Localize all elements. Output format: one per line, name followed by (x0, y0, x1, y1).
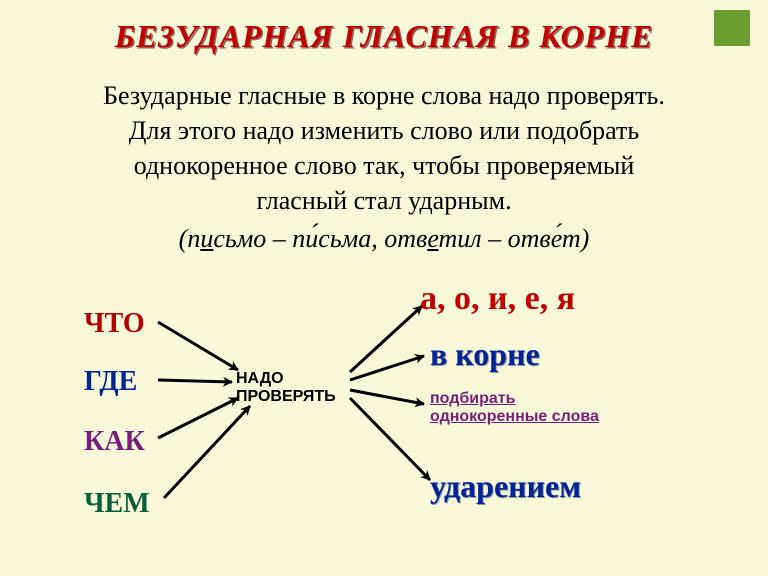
ex-mid: сьмо – пи́сьма, отв (213, 224, 427, 253)
right-label-stress: ударением (430, 468, 581, 505)
diagram: ЧТО ГДЕ КАК ЧЕМ НАДО ПРОВЕРЯТЬ а, о, и, … (0, 278, 768, 568)
left-label-how: КАК (84, 426, 145, 458)
right-label-vowels: а, о, и, е, я (420, 280, 575, 318)
rule-line-4: гласный стал ударным. (256, 186, 511, 215)
ex-suffix: тил – отве́т) (439, 224, 590, 253)
right-label-root: в корне (430, 336, 540, 373)
ex-underline-1: и (200, 224, 213, 253)
right-pick-line-1: подбирать (430, 390, 515, 407)
rule-line-2: Для этого надо изменить слово или подобр… (129, 116, 640, 145)
right-pick-line-2: однокоренные слова (430, 408, 599, 425)
left-label-where: ГДЕ (84, 366, 137, 398)
center-label: НАДО ПРОВЕРЯТЬ (236, 370, 336, 405)
ex-underline-2: е (427, 224, 438, 253)
examples-text: (письмо – пи́сьма, ответил – отве́т) (0, 224, 768, 254)
rule-line-3: однокоренное слово так, чтобы проверяемы… (134, 151, 635, 180)
right-label-pick: подбирать однокоренные слова (430, 390, 599, 426)
left-label-what: ЧТО (84, 308, 145, 340)
center-line-1: НАДО (236, 370, 284, 387)
rule-text: Безударные гласные в корне слова надо пр… (24, 78, 744, 218)
ex-prefix: (п (179, 224, 201, 253)
left-label-bywhat: ЧЕМ (84, 488, 150, 520)
rule-line-1: Безударные гласные в корне слова надо пр… (103, 81, 665, 110)
center-line-2: ПРОВЕРЯТЬ (236, 388, 336, 405)
page-title: БЕЗУДАРНАЯ ГЛАСНАЯ В КОРНЕ (0, 18, 768, 55)
